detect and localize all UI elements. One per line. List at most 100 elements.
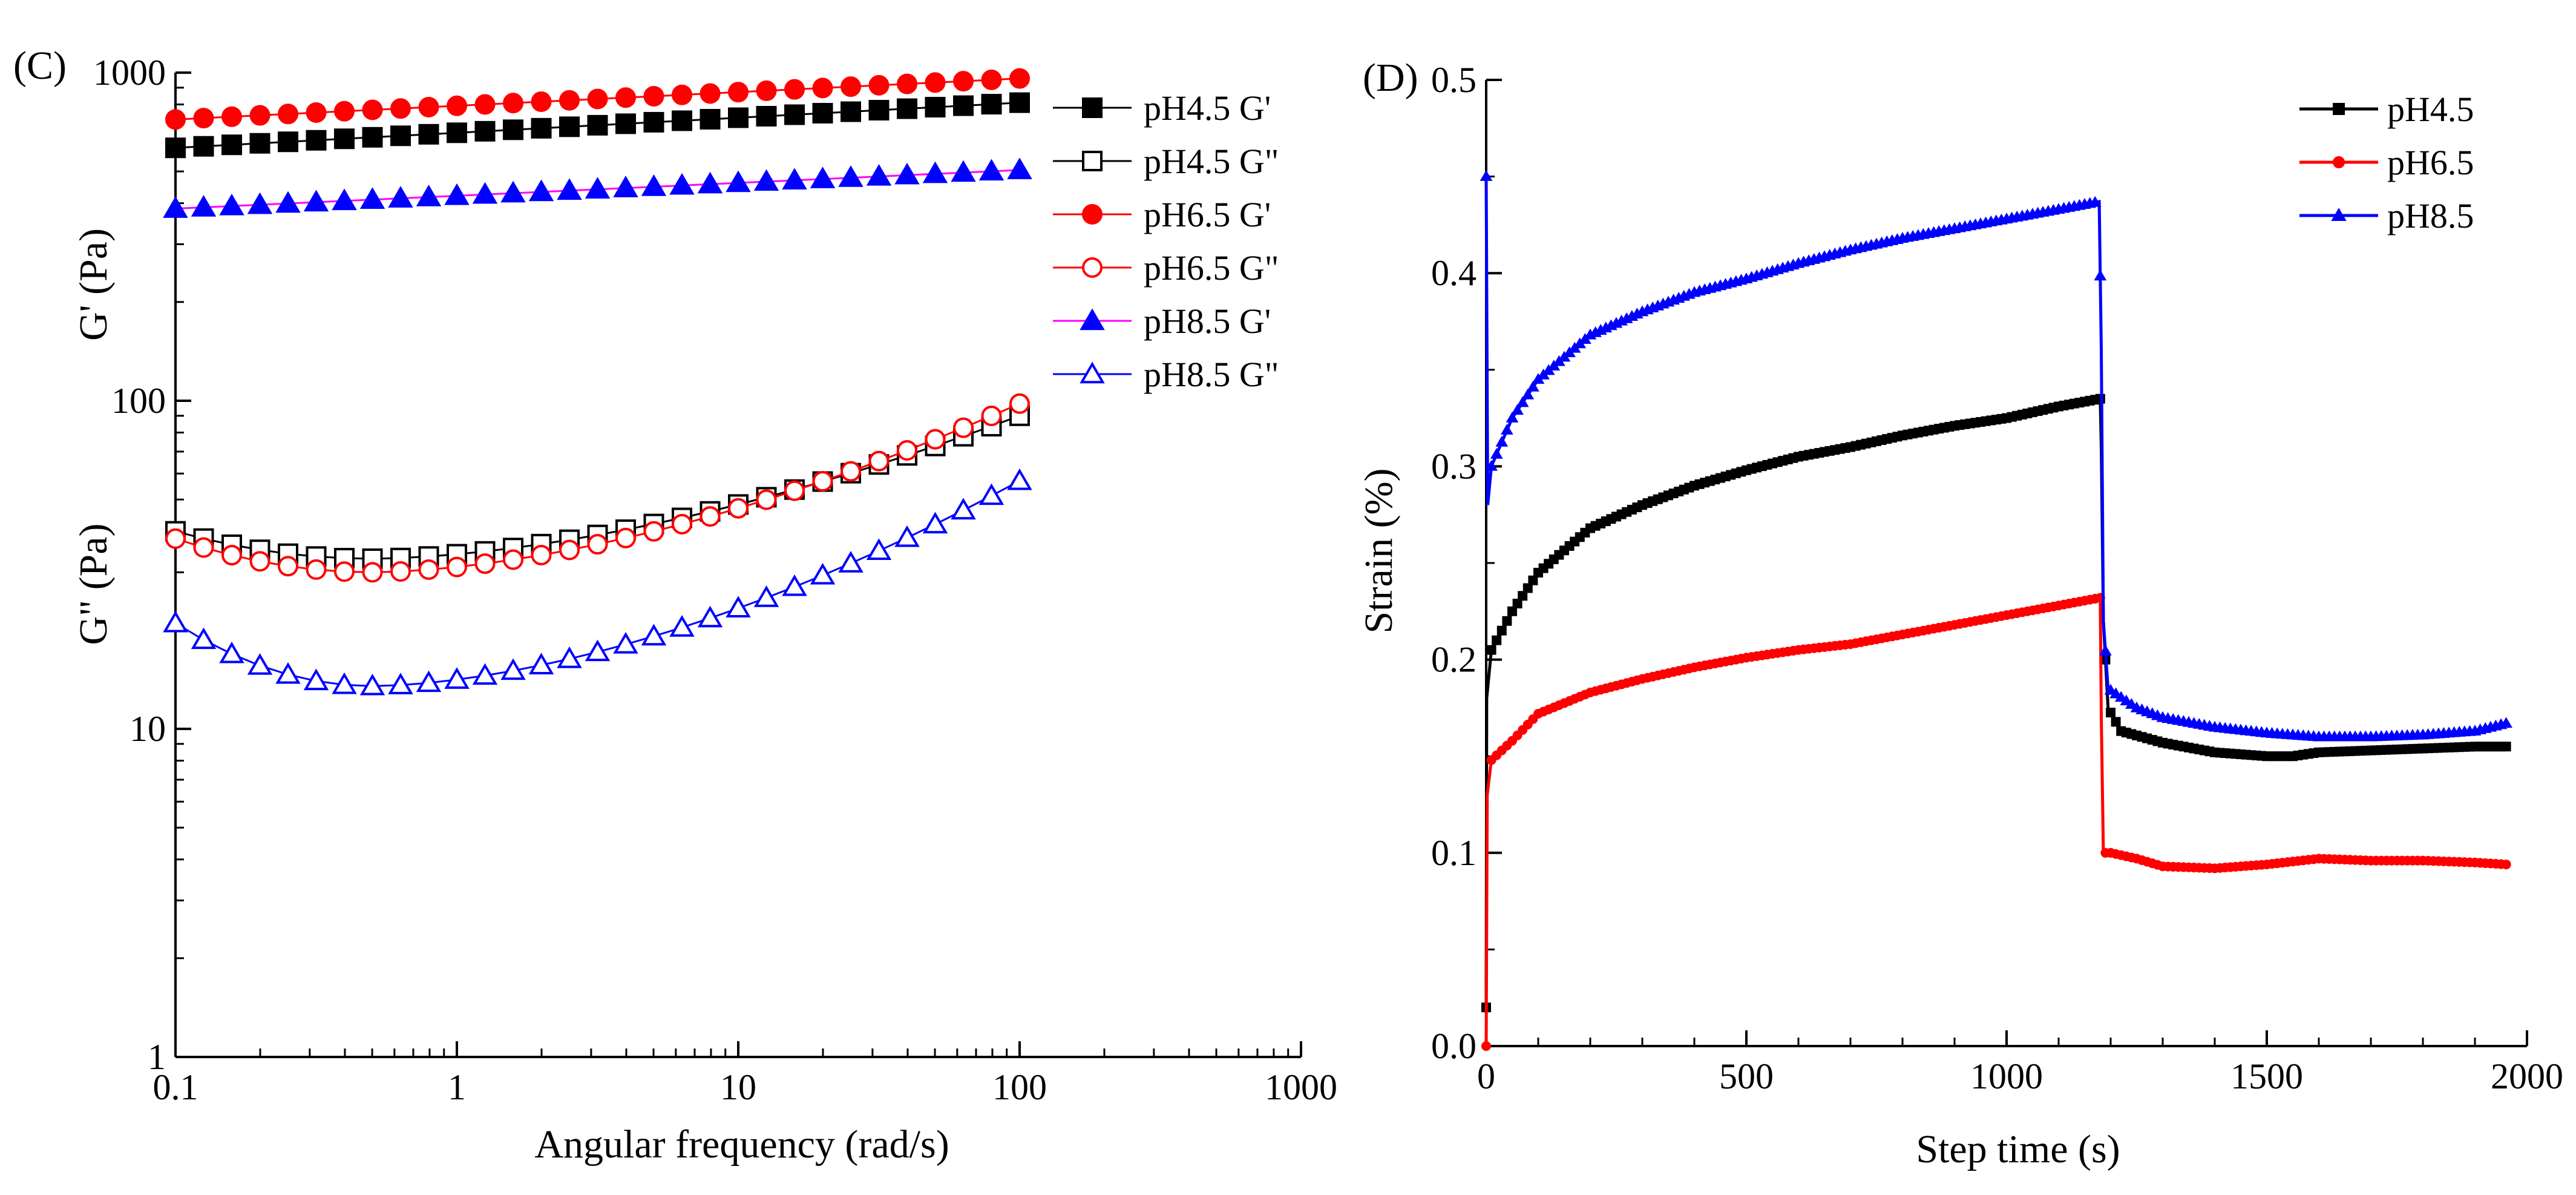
panel-d-data-point bbox=[1511, 404, 1524, 415]
panel-c-data-point bbox=[474, 94, 496, 115]
panel-c-data-point bbox=[303, 668, 329, 691]
panel-c-data-point bbox=[416, 670, 442, 693]
panel-c-data-point bbox=[418, 559, 439, 580]
panel-c-data-point bbox=[953, 71, 974, 92]
panel-d-data-point bbox=[1528, 714, 1538, 724]
panel-c-x-tick-label: 10 bbox=[720, 1067, 756, 1107]
panel-d-x-tick-label: 0 bbox=[1477, 1056, 1495, 1096]
panel-c-data-point bbox=[866, 538, 892, 561]
panel-c-legend-marker bbox=[1080, 361, 1105, 384]
panel-c-data-point bbox=[503, 549, 523, 570]
panel-c-data-point bbox=[278, 104, 298, 125]
panel-c-data-point bbox=[193, 108, 214, 129]
panel-c-data-point bbox=[418, 123, 439, 145]
panel-c-data-point bbox=[472, 663, 498, 685]
panel-c-data-point bbox=[503, 119, 523, 140]
panel-c-data-point bbox=[191, 627, 217, 650]
panel-d-series-line bbox=[1484, 397, 2506, 1008]
panel-d-data-point bbox=[2120, 694, 2133, 706]
panel-c-data-point bbox=[587, 88, 608, 110]
panel-c-data-point bbox=[866, 163, 892, 186]
panel-c-data-point bbox=[672, 513, 692, 535]
panel-d-data-point bbox=[2125, 698, 2138, 709]
panel-c-data-point bbox=[390, 125, 411, 146]
panel-d-y-tick-label: 0.0 bbox=[1431, 1026, 1476, 1066]
panel-c-data-point bbox=[981, 94, 1002, 115]
panel-c-data-point bbox=[841, 461, 861, 482]
panel-c-data-point bbox=[728, 498, 749, 519]
panel-c-y-tick-label: 10 bbox=[129, 709, 166, 749]
panel-c-data-point bbox=[306, 559, 327, 580]
panel-d-data-point bbox=[2114, 691, 2128, 702]
panel-c-data-point bbox=[559, 539, 580, 561]
panel-c-data-point bbox=[390, 561, 411, 582]
panel-d-x-tick-label: 500 bbox=[1719, 1056, 1774, 1096]
panel-c-data-point bbox=[531, 91, 552, 112]
panel-c-data-point bbox=[278, 131, 298, 153]
panel-d-series bbox=[1480, 170, 2512, 1051]
panel-c-label: (C) bbox=[13, 44, 67, 88]
panel-c-data-point bbox=[219, 193, 244, 216]
panel-c-data-point bbox=[221, 106, 242, 127]
panel-c-data-point bbox=[615, 113, 636, 134]
panel-c-series-2 bbox=[165, 68, 1030, 130]
panel-c-data-point bbox=[165, 137, 186, 159]
panel-c-data-point bbox=[332, 672, 357, 694]
panel-c-x-tick-label: 1 bbox=[448, 1067, 466, 1107]
panel-c-legend-label: pH4.5 G' bbox=[1144, 88, 1271, 128]
panel-c-data-point bbox=[474, 553, 496, 574]
panel-c-legend-marker bbox=[1082, 204, 1103, 225]
panel-c-data-point bbox=[784, 104, 805, 125]
panel-c-y-tick-label: 1000 bbox=[93, 53, 166, 93]
panel-d-data-point bbox=[1516, 396, 1529, 407]
panel-d-data-point bbox=[1522, 583, 1533, 593]
panel-c-series-0 bbox=[165, 92, 1030, 159]
panel-c-data-point bbox=[615, 87, 636, 108]
panel-c-data-point bbox=[726, 170, 751, 193]
panel-c-x-tick-label: 1000 bbox=[1265, 1067, 1337, 1107]
panel-c-data-point bbox=[587, 534, 608, 555]
panel-d-data-point bbox=[1506, 412, 1519, 423]
panel-c-data-point bbox=[978, 483, 1005, 505]
panel-c-data-point bbox=[756, 105, 777, 127]
panel-c-data-point bbox=[753, 585, 779, 607]
panel-c-data-point bbox=[165, 528, 186, 549]
panel-d-data-point bbox=[1507, 606, 1517, 616]
panel-c-data-point bbox=[388, 186, 413, 208]
panel-c-data-point bbox=[894, 162, 920, 185]
panel-c-data-point bbox=[247, 192, 273, 214]
panel-d-x-tick-label: 1000 bbox=[1970, 1056, 2043, 1096]
panel-c-data-point bbox=[953, 95, 974, 116]
panel-c-data-point bbox=[334, 128, 355, 150]
panel-d-legend-label: pH4.5 bbox=[2387, 90, 2474, 129]
panel-d-series-line bbox=[1484, 596, 2506, 1047]
panel-c-data-point bbox=[669, 615, 695, 637]
panel-d-legend-label: pH8.5 bbox=[2387, 196, 2474, 235]
panel-d-data-point bbox=[1485, 459, 1498, 471]
panel-c-data-point bbox=[672, 84, 692, 105]
panel-c-data-point bbox=[810, 166, 836, 188]
panel-c-data-point bbox=[922, 512, 948, 534]
panel-c-data-point bbox=[838, 165, 864, 187]
panel-c-data-point bbox=[613, 632, 638, 654]
panel-d-data-point bbox=[2501, 859, 2511, 869]
panel-c-data-point bbox=[894, 525, 920, 547]
panel-c-data-point bbox=[643, 521, 664, 542]
panel-c-data-point bbox=[163, 196, 188, 218]
panel-c-data-point bbox=[756, 80, 777, 101]
panel-c-legend-label: pH4.5 G" bbox=[1144, 142, 1279, 181]
panel-c-data-point bbox=[728, 107, 749, 128]
panel-d-y-axis-title: Strain (%) bbox=[1357, 468, 1401, 633]
panel-d-data-point bbox=[1502, 616, 1512, 626]
panel-d-data-point bbox=[1512, 599, 1522, 609]
panel-d-y-tick-label: 0.4 bbox=[1431, 253, 1476, 293]
panel-d-x-tick-label: 1500 bbox=[2230, 1056, 2303, 1096]
panel-c-data-point bbox=[249, 133, 270, 154]
panel-d-data-point bbox=[1496, 625, 1507, 636]
panel-d-y-tick-label: 0.2 bbox=[1431, 640, 1476, 680]
panel-c-data-point bbox=[841, 76, 861, 97]
panel-c-data-point bbox=[334, 561, 355, 582]
panel-c-data-point bbox=[868, 74, 890, 96]
